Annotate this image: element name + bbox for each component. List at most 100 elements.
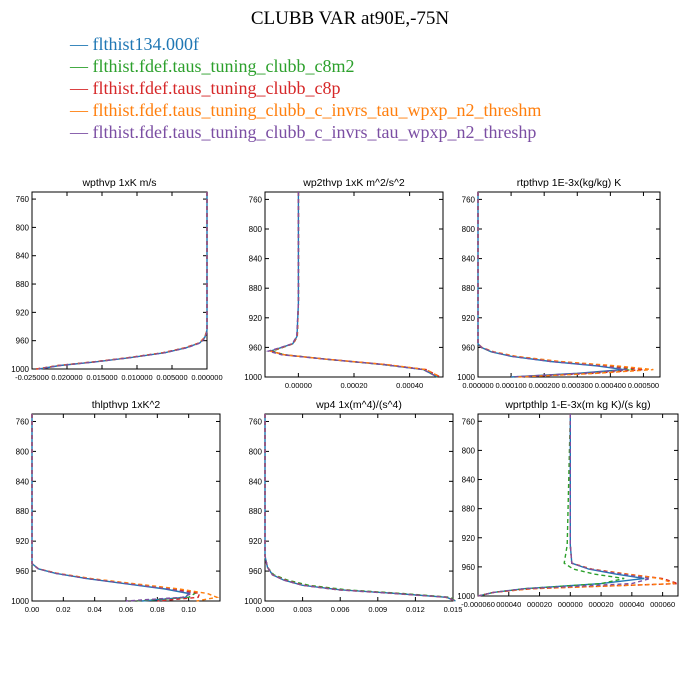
legend-label: flthist.fdef.taus_tuning_clubb_c8m2 [92, 56, 355, 76]
x-tick-label: -0.000060 [461, 600, 495, 609]
y-tick-label: 960 [16, 337, 30, 346]
legend-entry: — flthist.fdef.taus_tuning_clubb_c8p [70, 78, 341, 98]
x-tick-label: 0.005000 [156, 373, 187, 382]
x-tick-label: 0.000200 [529, 381, 560, 390]
y-tick-label: 1000 [11, 597, 29, 606]
y-tick-label: 840 [249, 477, 263, 486]
series-line-1 [268, 192, 438, 378]
y-tick-label: 800 [249, 447, 263, 456]
subplot-6: wprtpthlp 1-E-3x(m kg K)/(s kg) 760 800 840… [457, 399, 679, 609]
series-line-1 [477, 192, 624, 378]
y-tick-label: 760 [462, 195, 476, 204]
legend-entry: — flthist.fdef.taus_tuning_clubb_c_invrs… [70, 122, 537, 142]
series-line-4 [267, 192, 441, 378]
series-line-5 [477, 192, 627, 378]
x-tick-label: 000060 [650, 600, 675, 609]
y-tick-label: 920 [462, 314, 476, 323]
x-tick-label: 000040 [496, 600, 521, 609]
series-line-2 [31, 414, 197, 602]
series-line-1 [38, 192, 208, 370]
y-tick-label: 760 [16, 195, 30, 204]
x-tick-label: 0.000300 [562, 381, 593, 390]
x-tick-label: 0.010000 [121, 373, 152, 382]
y-tick-label: 1000 [11, 365, 29, 374]
x-tick-label: 0.020000 [51, 373, 82, 382]
series-line-2 [477, 192, 634, 378]
series-line-5 [38, 192, 208, 370]
series-line-3 [264, 414, 456, 602]
series-line-3 [477, 192, 644, 378]
y-tick-label: 880 [16, 507, 30, 516]
series-line-5 [264, 414, 456, 602]
x-tick-label: 0.06 [119, 605, 134, 614]
x-tick-label: 0.000000 [191, 373, 222, 382]
x-tick-label: 0.015000 [86, 373, 117, 382]
series-line-4 [477, 414, 676, 597]
series-line-5 [31, 414, 195, 602]
x-tick-label: 0.00 [25, 605, 40, 614]
x-tick-label: 0.00040 [396, 381, 423, 390]
series-line-4 [477, 192, 654, 378]
x-tick-label: 000020 [527, 600, 552, 609]
series-line-5 [265, 192, 438, 378]
x-tick-label: 0.000 [256, 605, 275, 614]
y-tick-label: 840 [16, 477, 30, 486]
plot-frame [31, 413, 221, 602]
figure-title: CLUBB VAR at90E,-75N [250, 8, 450, 29]
legend-entry: — flthist134.000f [70, 34, 200, 54]
x-tick-label: 0.10 [181, 605, 196, 614]
series-line-2 [477, 413, 625, 597]
x-tick-label: 000000 [558, 600, 583, 609]
y-tick-label: 760 [249, 195, 263, 204]
x-tick-label: -0.025000 [15, 373, 49, 382]
series-line-5 [477, 414, 651, 597]
y-tick-label: 1000 [457, 373, 475, 382]
series-line-4 [37, 192, 208, 370]
y-tick-label: 840 [462, 476, 476, 485]
x-tick-label: 0.000000 [462, 381, 493, 390]
x-tick-label: 0.00020 [340, 381, 367, 390]
x-tick-label: 000020 [589, 600, 614, 609]
y-tick-label: 1000 [244, 373, 262, 382]
y-tick-label: 760 [249, 417, 263, 426]
x-tick-label: 0.012 [406, 605, 425, 614]
x-tick-label: 0.006 [331, 605, 350, 614]
y-tick-label: 960 [249, 567, 263, 576]
legend-entry: — flthist.fdef.taus_tuning_clubb_c8m2 [70, 56, 355, 76]
plot-frame [264, 413, 454, 602]
y-tick-label: 1000 [244, 597, 262, 606]
y-tick-label: 960 [249, 343, 263, 352]
x-tick-label: 000040 [619, 600, 644, 609]
legend-label: flthist.fdef.taus_tuning_clubb_c_invrs_t… [92, 122, 537, 142]
subplot-3: rtpthvp 1E-3x(kg/kg) K 760 800 840 880 920 960… [457, 177, 661, 390]
x-tick-label: 0.08 [150, 605, 165, 614]
series-line-4 [31, 414, 220, 602]
y-tick-label: 880 [249, 507, 263, 516]
x-tick-label: 0.000100 [495, 381, 526, 390]
subplot-title: thlpthvp 1xK^2 [92, 399, 161, 411]
y-tick-label: 920 [16, 308, 30, 317]
y-tick-label: 800 [462, 446, 476, 455]
plot-frame [477, 191, 661, 378]
legend-label: flthist134.000f [92, 34, 200, 54]
subplot-5: wp4 1x(m^4)/(s^4)76080084088092096010000… [244, 399, 462, 614]
legend-label: flthist.fdef.taus_tuning_clubb_c8p [92, 78, 341, 98]
subplot-1: wpthvp 1xK m/s 760 800 840 880 920 960 1000-0.0… [11, 177, 222, 382]
legend: — flthist134.000f — flthist.fdef.taus_tu… [70, 33, 541, 143]
y-tick-label: 880 [462, 284, 476, 293]
x-tick-label: 0.00000 [285, 381, 312, 390]
y-tick-label: 880 [462, 505, 476, 514]
x-tick-label: 0.015 [444, 605, 463, 614]
x-tick-label: 0.009 [368, 605, 387, 614]
y-tick-label: 1000 [457, 592, 475, 601]
plot-frame [477, 413, 679, 597]
subplot-title: wprtpthlp 1-E-3x(m kg K)/(s kg) [504, 399, 650, 411]
subplot-title: wp4 1x(m^4)/(s^4) [315, 399, 402, 411]
subplot-4: thlpthvp 1xK^2 760 800 840 880 920 960 10000.00… [11, 399, 221, 614]
y-tick-label: 800 [16, 447, 30, 456]
plot-frame [264, 191, 444, 378]
y-tick-label: 800 [462, 225, 476, 234]
series-line-2 [269, 192, 438, 378]
x-tick-label: 0.000400 [595, 381, 626, 390]
